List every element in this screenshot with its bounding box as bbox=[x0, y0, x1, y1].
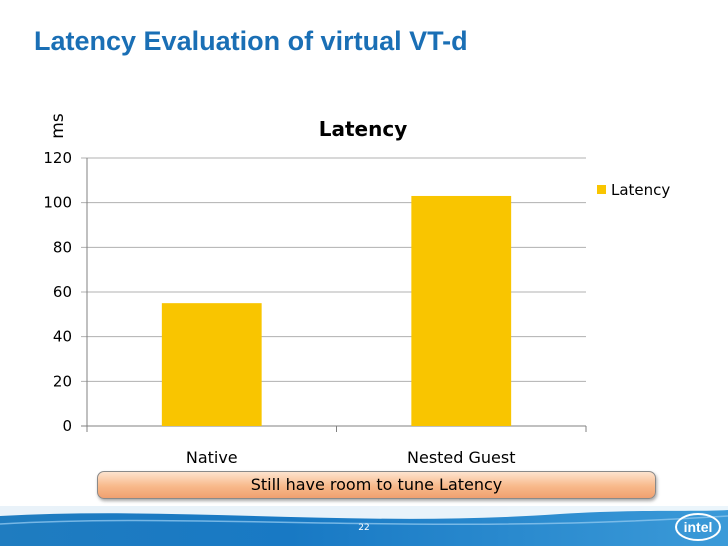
intel-logo-icon: intel bbox=[675, 513, 721, 541]
y-axis-label: ms bbox=[48, 113, 68, 139]
chart-title: Latency bbox=[319, 117, 408, 141]
y-tick-label: 120 bbox=[43, 149, 72, 167]
legend-swatch bbox=[597, 185, 606, 194]
footer-wave-decoration bbox=[0, 506, 728, 526]
callout-banner: Still have room to tune Latency bbox=[97, 471, 656, 499]
bar bbox=[161, 303, 262, 426]
y-tick-label: 100 bbox=[43, 194, 72, 212]
bar bbox=[411, 195, 512, 426]
y-tick-label: 80 bbox=[53, 238, 72, 256]
y-tick-label: 0 bbox=[62, 417, 72, 435]
bars bbox=[161, 195, 512, 426]
svg-text:intel: intel bbox=[684, 519, 713, 535]
page-number: 22 bbox=[358, 523, 370, 533]
legend-label: Latency bbox=[611, 181, 670, 199]
x-category-label: Nested Guest bbox=[407, 448, 516, 467]
axis-labels: 0 20 40 60 80 100 120 Native Nested Guest bbox=[43, 149, 515, 467]
y-tick-label: 40 bbox=[53, 328, 72, 346]
footer-bar: 22 intel bbox=[0, 506, 728, 546]
legend: Latency bbox=[597, 181, 670, 199]
slide-title: Latency Evaluation of virtual VT-d bbox=[34, 26, 468, 56]
x-category-label: Native bbox=[186, 448, 238, 467]
y-tick-label: 60 bbox=[53, 283, 72, 301]
y-tick-label: 20 bbox=[53, 372, 72, 390]
